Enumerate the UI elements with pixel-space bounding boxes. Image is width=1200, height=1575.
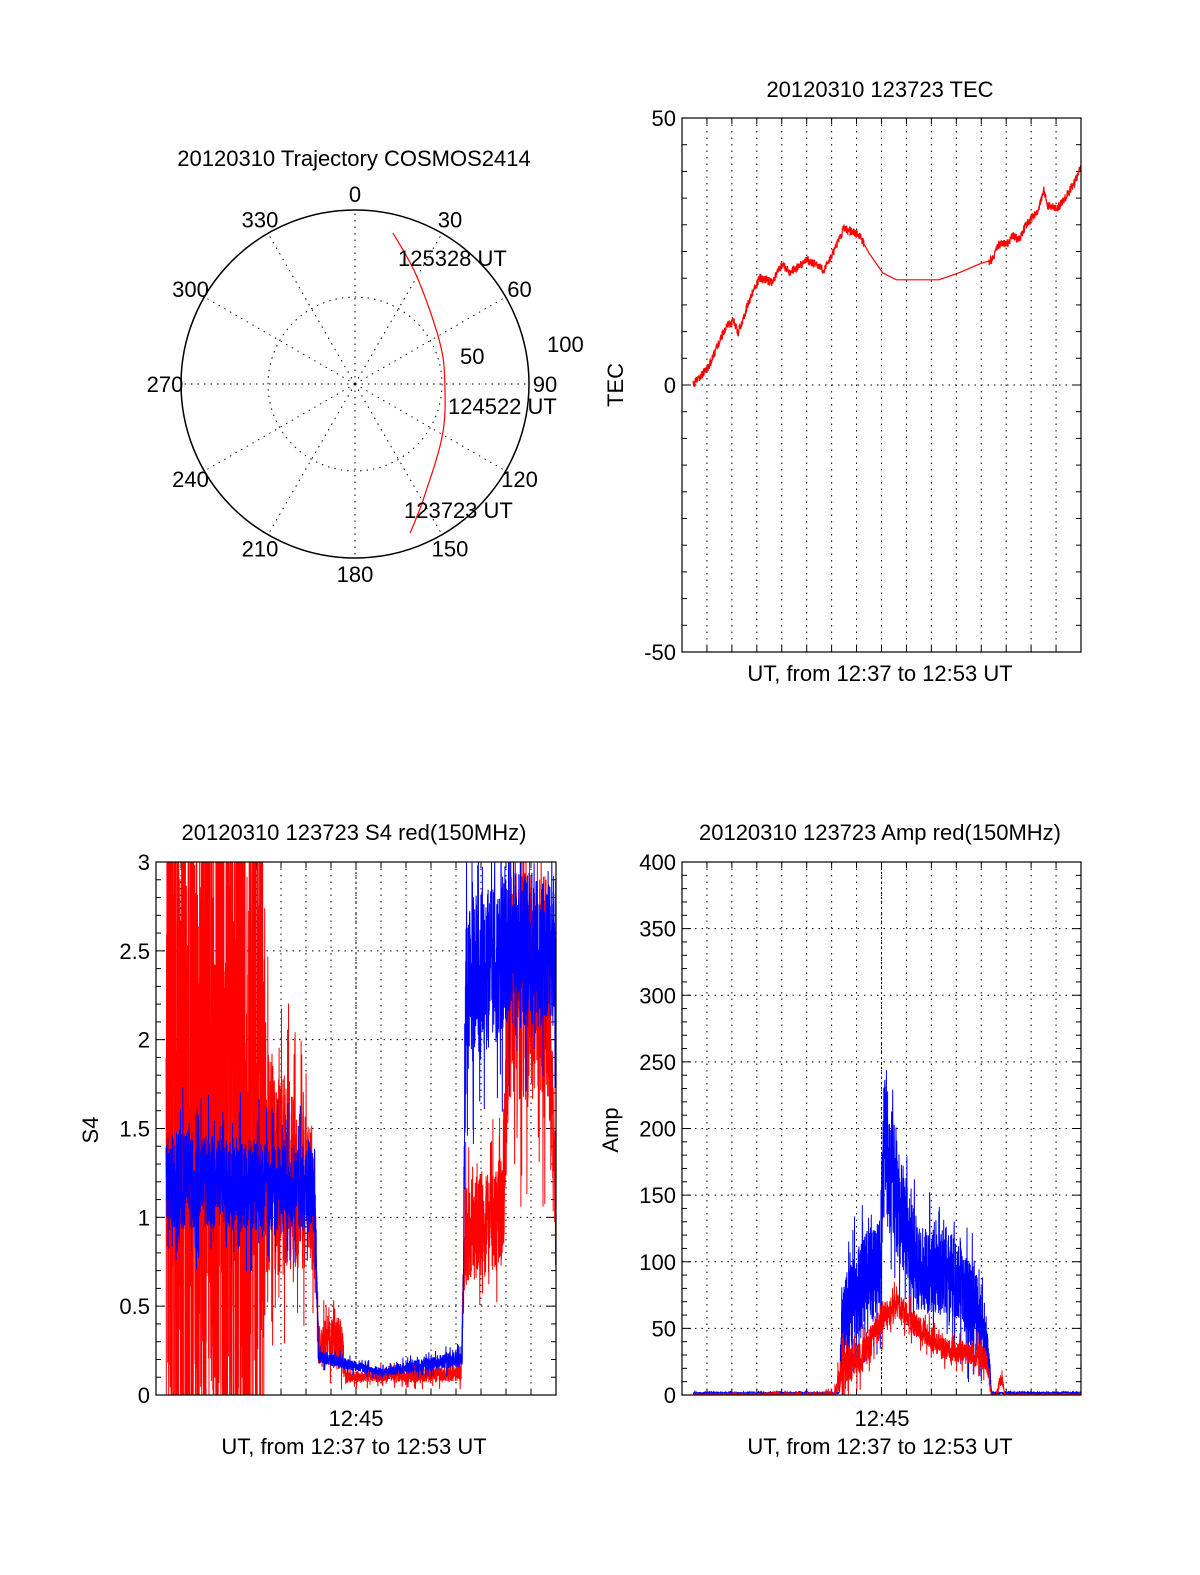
- y-tick-label: 0: [664, 373, 676, 398]
- plot-frame: [681, 861, 1082, 1396]
- radial-label-50: 50: [460, 344, 484, 369]
- polar-angle-labels: 0 30 60 90 120 150 180 210 240 270 300 330: [147, 182, 558, 587]
- annotation-end-time: 125328 UT: [398, 246, 507, 271]
- polar-angle-label: 30: [438, 207, 462, 232]
- trajectory-line: [392, 232, 446, 534]
- y-tick-label: 50: [652, 1316, 676, 1341]
- y-tick-label: 0: [138, 1383, 150, 1408]
- y-tick-label: 350: [639, 917, 676, 942]
- amp-title: 20120310 123723 Amp red(150MHz): [699, 820, 1061, 845]
- y-tick-label: 1: [138, 1205, 150, 1230]
- data-layer: [165, 862, 556, 1395]
- series-blue-line: [165, 862, 556, 1380]
- polar-angle-label: 120: [501, 467, 538, 492]
- polar-grid: [181, 210, 529, 558]
- tec-xlabel: UT, from 12:37 to 12:53 UT: [747, 661, 1012, 686]
- plot-frame: [681, 117, 1082, 653]
- polar-grid-circle-50: [267, 296, 443, 472]
- s4-title: 20120310 123723 S4 red(150MHz): [182, 820, 527, 845]
- amp-xtick-label: 12:45: [854, 1406, 909, 1431]
- polar-angle-label: 60: [507, 277, 531, 302]
- trajectory-polar-plot: 20120310 Trajectory COSMOS2414 030609012…: [147, 146, 584, 587]
- amp-ylabel: Amp: [598, 1107, 623, 1152]
- polar-angle-label: 180: [337, 562, 374, 587]
- tec-series-line: [692, 164, 1081, 387]
- polar-angle-label: 0: [349, 182, 361, 207]
- tec-title: 20120310 123723 TEC: [766, 77, 993, 102]
- annotation-mid-time: 124522 UT: [448, 394, 557, 419]
- annotation-start-time: 123723 UT: [404, 498, 513, 523]
- polar-outer-circle: [180, 209, 530, 559]
- s4-xtick-label: 12:45: [328, 1406, 383, 1431]
- y-tick-label: 0.5: [119, 1294, 150, 1319]
- y-tick-label: 200: [639, 1117, 676, 1142]
- amp-plot: 20120310 123723 Amp red(150MHz) 12:45 UT…: [598, 820, 1082, 1459]
- tec-axes: 50 0 -50: [644, 106, 1082, 665]
- y-tick-label: 1.5: [119, 1117, 150, 1142]
- y-tick-label: 400: [639, 850, 676, 875]
- polar-angle-label: 270: [147, 372, 184, 397]
- polar-angle-label: 300: [172, 277, 209, 302]
- s4-xlabel: UT, from 12:37 to 12:53 UT: [221, 1434, 486, 1459]
- series-red-line: [165, 862, 556, 1395]
- y-tick-label: 3: [138, 850, 150, 875]
- amp-xlabel: UT, from 12:37 to 12:53 UT: [747, 1434, 1012, 1459]
- y-tick-label: 50: [652, 106, 676, 131]
- tec-plot: 20120310 123723 TEC UT, from 12:37 to 12…: [603, 77, 1082, 686]
- polar-angle-label: 240: [172, 467, 209, 492]
- data-layer: [692, 164, 1081, 387]
- s4-ylabel: S4: [78, 1117, 103, 1144]
- amp-axes: 0 50 100 150 200 250 300 350 400: [639, 850, 1082, 1408]
- y-tick-label: 2.5: [119, 939, 150, 964]
- y-tick-label: 300: [639, 983, 676, 1008]
- plot-frame: [155, 861, 557, 1396]
- y-tick-label: 2: [138, 1028, 150, 1053]
- polar-title: 20120310 Trajectory COSMOS2414: [177, 146, 530, 171]
- s4-plot: 20120310 123723 S4 red(150MHz) 12:45 UT,…: [78, 820, 557, 1459]
- tec-ylabel: TEC: [603, 363, 628, 407]
- y-tick-label: 0: [664, 1383, 676, 1408]
- s4-axes: 0 0.5 1 1.5 2 2.5 3: [119, 850, 557, 1408]
- y-tick-label: -50: [644, 640, 676, 665]
- radial-label-100: 100: [547, 332, 584, 357]
- polar-angle-label: 330: [242, 207, 279, 232]
- y-tick-label: 250: [639, 1050, 676, 1075]
- series-blue-line: [692, 1070, 1081, 1395]
- y-tick-label: 100: [639, 1250, 676, 1275]
- polar-angle-label: 90: [533, 372, 557, 397]
- polar-angle-label: 150: [432, 537, 469, 562]
- polar-angle-label: 210: [242, 537, 279, 562]
- y-tick-label: 150: [639, 1183, 676, 1208]
